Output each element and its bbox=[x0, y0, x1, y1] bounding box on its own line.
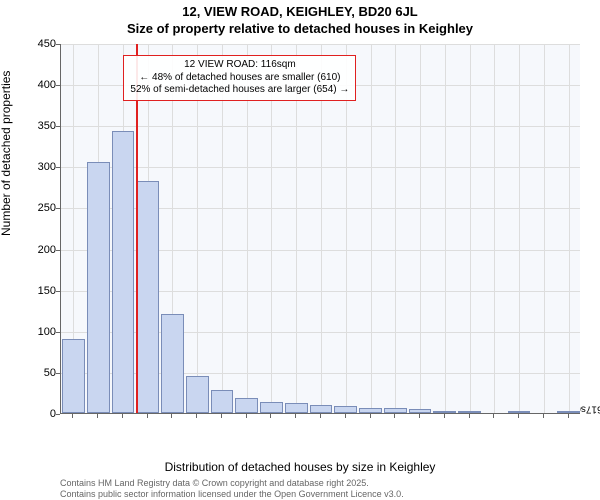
histogram-bar bbox=[186, 376, 209, 413]
histogram-bar bbox=[359, 408, 382, 413]
footer-attribution: Contains HM Land Registry data © Crown c… bbox=[60, 478, 404, 500]
chart-title-description: Size of property relative to detached ho… bbox=[0, 21, 600, 36]
histogram-bar bbox=[235, 398, 258, 413]
annotation-line-2: ← 48% of detached houses are smaller (61… bbox=[130, 72, 349, 85]
histogram-bar bbox=[458, 411, 481, 413]
histogram-bar bbox=[161, 314, 184, 413]
histogram-bar bbox=[384, 408, 407, 413]
histogram-bar bbox=[87, 162, 110, 413]
histogram-bar bbox=[334, 406, 357, 413]
footer-line-2: Contains public sector information licen… bbox=[60, 489, 404, 500]
chart-title-address: 12, VIEW ROAD, KEIGHLEY, BD20 6JL bbox=[0, 4, 600, 19]
y-tick-label: 0 bbox=[16, 408, 56, 420]
histogram-bar bbox=[409, 409, 432, 413]
histogram-bar bbox=[260, 402, 283, 414]
annotation-line-3: 52% of semi-detached houses are larger (… bbox=[130, 84, 349, 97]
y-tick-label: 50 bbox=[16, 367, 56, 379]
histogram-bar bbox=[285, 403, 308, 413]
y-tick-label: 100 bbox=[16, 326, 56, 338]
histogram-bar bbox=[433, 411, 456, 413]
plot-area: 12 VIEW ROAD: 116sqm ← 48% of detached h… bbox=[60, 44, 580, 414]
footer-line-1: Contains HM Land Registry data © Crown c… bbox=[60, 478, 404, 489]
histogram-bar bbox=[508, 411, 531, 413]
y-tick-label: 400 bbox=[16, 79, 56, 91]
y-tick-label: 250 bbox=[16, 202, 56, 214]
histogram-bar bbox=[136, 181, 159, 413]
property-size-histogram: 12, VIEW ROAD, KEIGHLEY, BD20 6JL Size o… bbox=[0, 0, 600, 500]
histogram-bar bbox=[62, 339, 85, 413]
y-tick-label: 300 bbox=[16, 161, 56, 173]
annotation-line-1: 12 VIEW ROAD: 116sqm bbox=[130, 59, 349, 72]
y-tick-label: 350 bbox=[16, 120, 56, 132]
y-tick-label: 150 bbox=[16, 285, 56, 297]
y-axis-label: Number of detached properties bbox=[0, 71, 13, 236]
annotation-box: 12 VIEW ROAD: 116sqm ← 48% of detached h… bbox=[123, 55, 356, 101]
y-tick-label: 200 bbox=[16, 244, 56, 256]
x-axis-label: Distribution of detached houses by size … bbox=[0, 460, 600, 474]
histogram-bar bbox=[310, 405, 333, 413]
histogram-bar bbox=[211, 390, 234, 413]
histogram-bar bbox=[557, 411, 580, 413]
y-tick-label: 450 bbox=[16, 38, 56, 50]
histogram-bar bbox=[112, 131, 135, 413]
